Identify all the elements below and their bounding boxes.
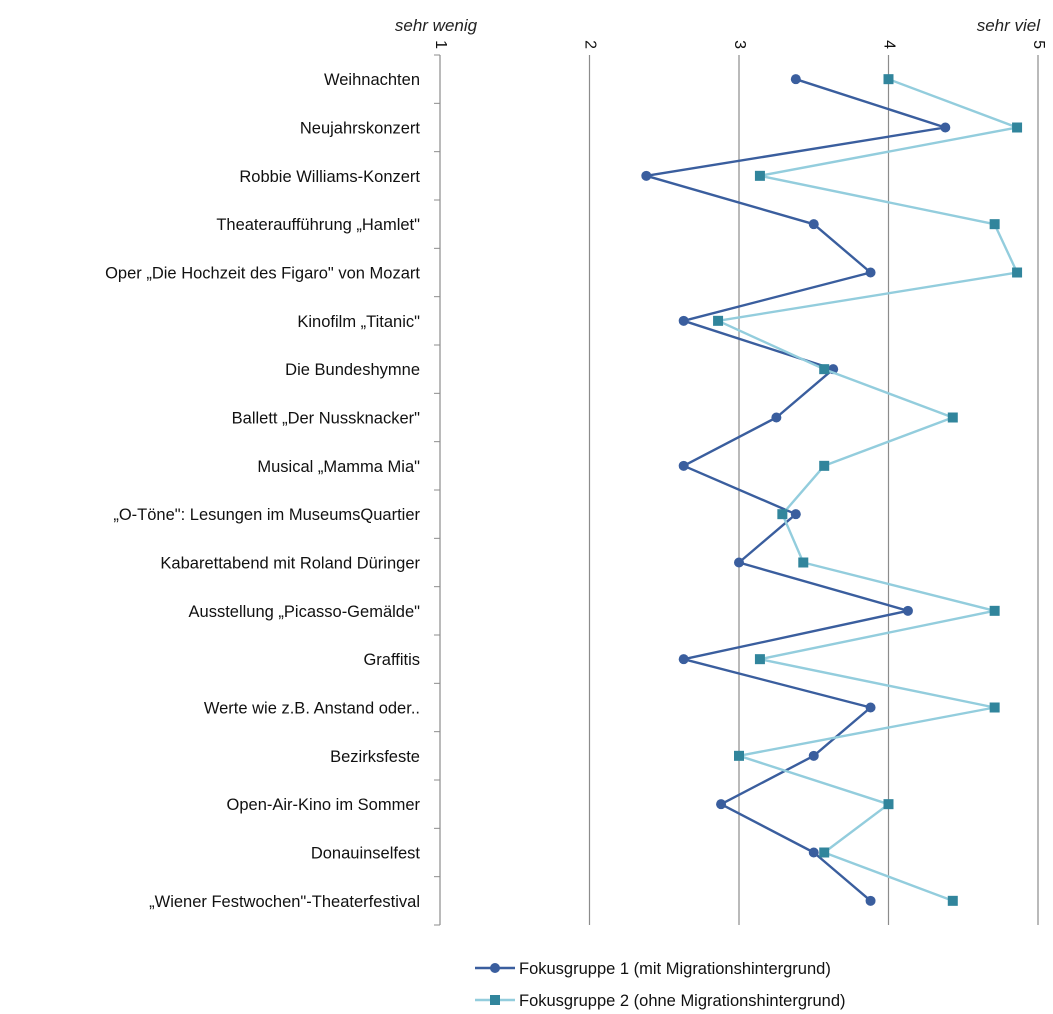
gridlines: [588, 55, 1039, 925]
tick-label-2: 2: [581, 40, 598, 49]
category-label: Oper „Die Hochzeit des Figaro" von Mozar…: [105, 265, 420, 283]
data-point: [754, 170, 765, 181]
data-point: [883, 799, 894, 810]
tick-label-3: 3: [731, 40, 748, 49]
data-point: [902, 605, 913, 616]
data-point: [865, 702, 876, 713]
data-point: [883, 74, 894, 85]
data-point: [865, 895, 876, 906]
category-label: Werte wie z.B. Anstand oder..: [204, 700, 420, 718]
data-point: [819, 364, 830, 375]
data-point: [808, 847, 819, 858]
category-label: Ausstellung „Picasso-Gemälde": [189, 603, 421, 621]
category-label: „O-Töne": Lesungen im MuseumsQuartier: [113, 506, 420, 524]
tick-label-5: 5: [1030, 40, 1047, 49]
series-1-line: [645, 78, 947, 902]
data-point: [771, 412, 782, 423]
data-point: [678, 315, 689, 326]
data-point: [777, 509, 788, 520]
data-point: [808, 750, 819, 761]
data-point: [798, 557, 809, 568]
category-label: Kabarettabend mit Roland Düringer: [160, 555, 420, 573]
series-2-line: [716, 78, 1019, 902]
series-1: [641, 74, 951, 906]
category-label: Neujahrskonzert: [300, 120, 421, 138]
data-point: [808, 219, 819, 230]
legend-marker: [490, 963, 500, 973]
series-2: [713, 74, 1023, 906]
data-point: [754, 654, 765, 665]
data-point: [716, 799, 727, 810]
data-point: [641, 170, 652, 181]
category-label: Ballett „Der Nussknacker": [232, 410, 420, 428]
data-point: [678, 460, 689, 471]
category-label: Open-Air-Kino im Sommer: [227, 796, 421, 814]
category-label: Graffitis: [363, 651, 420, 669]
data-point: [940, 122, 951, 133]
category-label: Donauinselfest: [311, 845, 421, 863]
scale-low-label: sehr wenig: [395, 16, 478, 35]
data-point: [734, 750, 744, 761]
data-point: [989, 605, 1000, 616]
data-point: [678, 654, 689, 665]
category-axis: [434, 54, 441, 926]
category-label: „Wiener Festwochen"-Theaterfestival: [149, 893, 420, 911]
data-point: [947, 895, 958, 906]
data-point: [734, 557, 744, 568]
data-point: [819, 847, 830, 858]
legend: Fokusgruppe 1 (mit Migrationshintergrund…: [475, 960, 846, 1010]
series: [641, 74, 1023, 906]
legend-entry-2: Fokusgruppe 2 (ohne Migrationshintergrun…: [475, 992, 846, 1010]
legend-entry-1: Fokusgruppe 1 (mit Migrationshintergrund…: [475, 960, 831, 978]
data-point: [947, 412, 958, 423]
data-point: [1012, 122, 1023, 133]
legend-label: Fokusgruppe 2 (ohne Migrationshintergrun…: [519, 992, 846, 1010]
legend-label: Fokusgruppe 1 (mit Migrationshintergrund…: [519, 960, 831, 978]
category-label: Theateraufführung „Hamlet": [216, 216, 420, 234]
data-point: [713, 315, 724, 326]
tick-label-4: 4: [880, 40, 897, 49]
tick-label-1: 1: [432, 40, 449, 49]
data-point: [790, 74, 801, 85]
category-label: Robbie Williams-Konzert: [239, 168, 420, 186]
category-label: Weihnachten: [324, 71, 420, 89]
category-label: Musical „Mamma Mia": [257, 458, 420, 476]
category-labels: Weihnachten Neujahrskonzert Robbie William…: [105, 71, 420, 911]
data-point: [1012, 267, 1023, 278]
legend-marker: [490, 995, 500, 1005]
category-label: Kinofilm „Titanic": [297, 313, 420, 331]
category-label: Bezirksfeste: [330, 748, 420, 766]
data-point: [989, 702, 1000, 713]
data-point: [865, 267, 876, 278]
data-point: [790, 509, 801, 520]
category-label: Die Bundeshymne: [285, 361, 420, 379]
scale-high-label: sehr viel: [977, 16, 1042, 35]
data-point: [819, 460, 830, 471]
data-point: [989, 219, 1000, 230]
value-axis-tick-labels: 1 2 3 4 5: [432, 40, 1047, 49]
